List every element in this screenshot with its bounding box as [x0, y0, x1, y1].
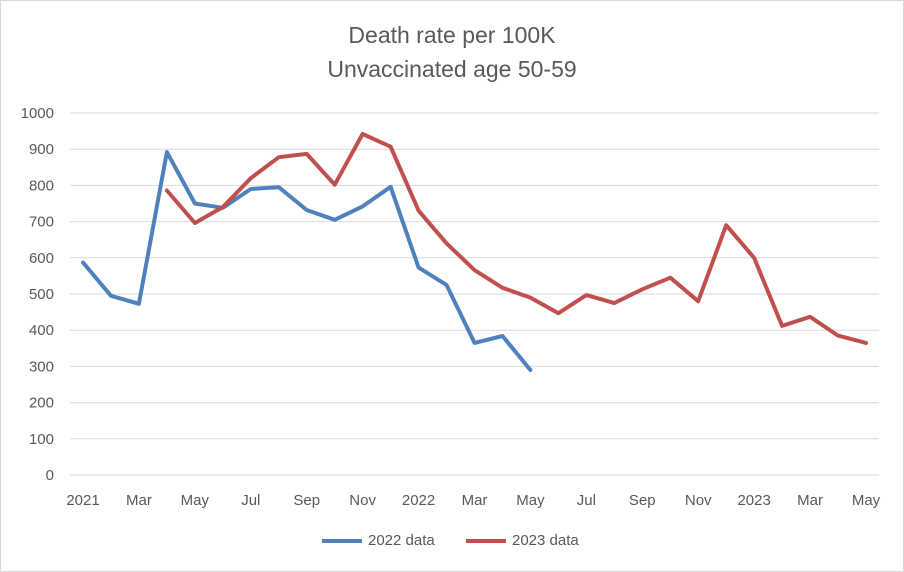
series-lines [81, 132, 868, 372]
legend-item-2023: 2023 data [466, 532, 579, 549]
legend: 2022 data 2023 data [0, 532, 904, 552]
x-tick-label: Sep [629, 492, 656, 509]
chart-subtitle: Unvaccinated age 50-59 [327, 56, 577, 82]
x-tick-label: May [516, 492, 545, 509]
y-tick-label: 200 [29, 395, 54, 412]
y-tick-label: 100 [29, 431, 54, 448]
x-tick-label: 2022 [402, 492, 435, 509]
y-tick-label: 600 [29, 250, 54, 267]
y-tick-label: 700 [29, 214, 54, 231]
x-tick-label: May [852, 492, 881, 509]
y-tick-label: 0 [46, 467, 54, 484]
y-tick-label: 800 [29, 177, 54, 194]
chart-title: Death rate per 100K [348, 22, 556, 48]
gridlines [70, 112, 879, 476]
x-tick-label: 2023 [737, 492, 770, 509]
legend-swatch-2023 [466, 538, 506, 543]
x-tick-label: Jul [241, 492, 260, 509]
x-tick-label: Mar [797, 492, 823, 509]
x-axis-tick-labels: 2021 Mar May Jul Sep Nov 2022 Mar May Jul Sep Nov 20… [66, 492, 880, 509]
x-tick-label: 2021 [66, 492, 99, 509]
x-tick-label: Nov [349, 492, 376, 509]
y-axis-tick-labels: 0 100 200 300 400 500 600 700 800 900 1000 [21, 105, 54, 484]
y-tick-label: 400 [29, 322, 54, 339]
y-tick-label: 900 [29, 141, 54, 158]
x-tick-label: Mar [462, 492, 488, 509]
y-tick-label: 500 [29, 286, 54, 303]
series-line-2023-data [164, 132, 868, 345]
x-tick-label: Sep [293, 492, 320, 509]
y-tick-label: 1000 [21, 105, 54, 122]
legend-swatch-2022 [322, 538, 362, 543]
legend-label-2022: 2022 data [368, 532, 435, 549]
x-tick-label: Jul [577, 492, 596, 509]
x-tick-label: Nov [685, 492, 712, 509]
legend-label-2023: 2023 data [512, 532, 579, 549]
x-tick-label: Mar [126, 492, 152, 509]
series-line-2022-data [81, 150, 533, 372]
y-tick-label: 300 [29, 358, 54, 375]
legend-item-2022: 2022 data [322, 532, 435, 549]
x-tick-label: May [181, 492, 210, 509]
